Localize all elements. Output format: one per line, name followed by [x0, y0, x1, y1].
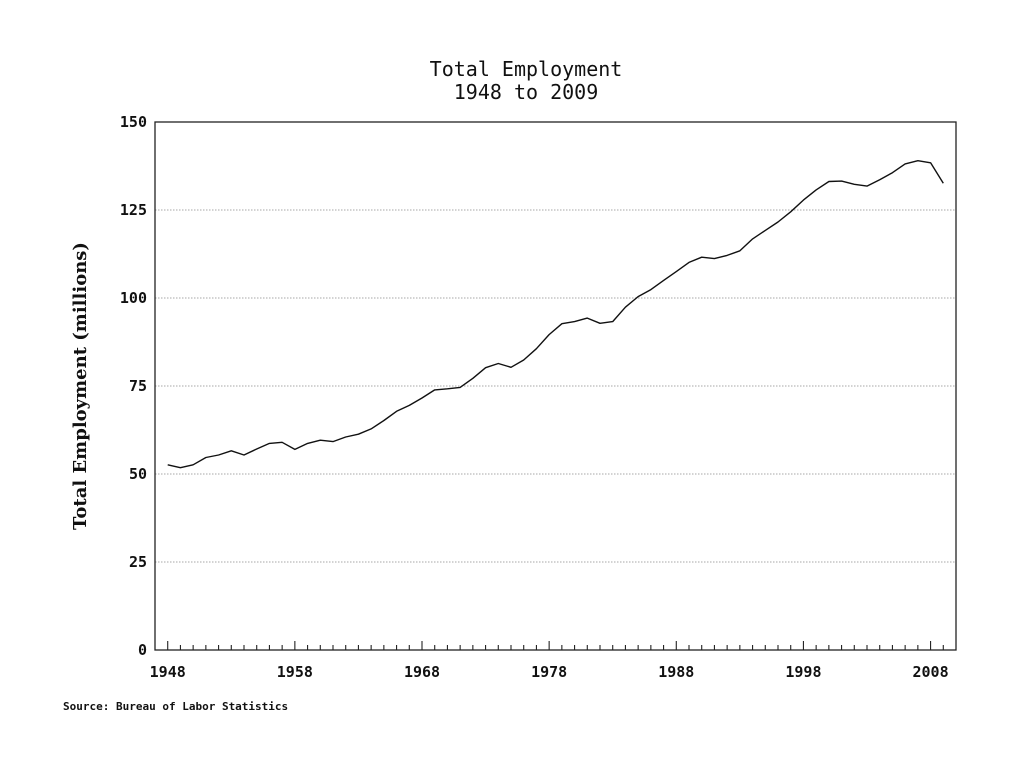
- series-line-total-employment: [167, 160, 944, 469]
- x-tick-label-2008: 2008: [913, 663, 949, 681]
- x-axis-ticks: [167, 641, 944, 650]
- x-tick-label-1988: 1988: [658, 663, 694, 681]
- x-tick-label-1958: 1958: [277, 663, 313, 681]
- source-note: Source: Bureau of Labor Statistics: [63, 700, 288, 713]
- data-points: [168, 161, 944, 468]
- chart-subtitle: 1948 to 2009: [454, 80, 599, 104]
- y-tick-label-0: 0: [138, 641, 147, 659]
- plot-frame: [154, 121, 957, 651]
- x-tick-label-1998: 1998: [785, 663, 821, 681]
- y-tick-label-50: 50: [129, 465, 147, 483]
- x-axis-tick-labels: 1948 1958 1968 1978 1988 1998 2008: [150, 663, 949, 681]
- y-axis-tick-labels: 0 25 50 75 100 125 150: [120, 113, 147, 659]
- x-tick-label-1948: 1948: [150, 663, 186, 681]
- grid-lines: [155, 209, 956, 563]
- y-tick-label-100: 100: [120, 289, 147, 307]
- chart-title: Total Employment: [430, 57, 623, 81]
- x-tick-label-1978: 1978: [531, 663, 567, 681]
- y-tick-label-125: 125: [120, 201, 147, 219]
- y-tick-label-75: 75: [129, 377, 147, 395]
- y-tick-label-150: 150: [120, 113, 147, 131]
- y-axis-label: Total Employment (millions): [70, 242, 91, 530]
- y-tick-label-25: 25: [129, 553, 147, 571]
- x-tick-label-1968: 1968: [404, 663, 440, 681]
